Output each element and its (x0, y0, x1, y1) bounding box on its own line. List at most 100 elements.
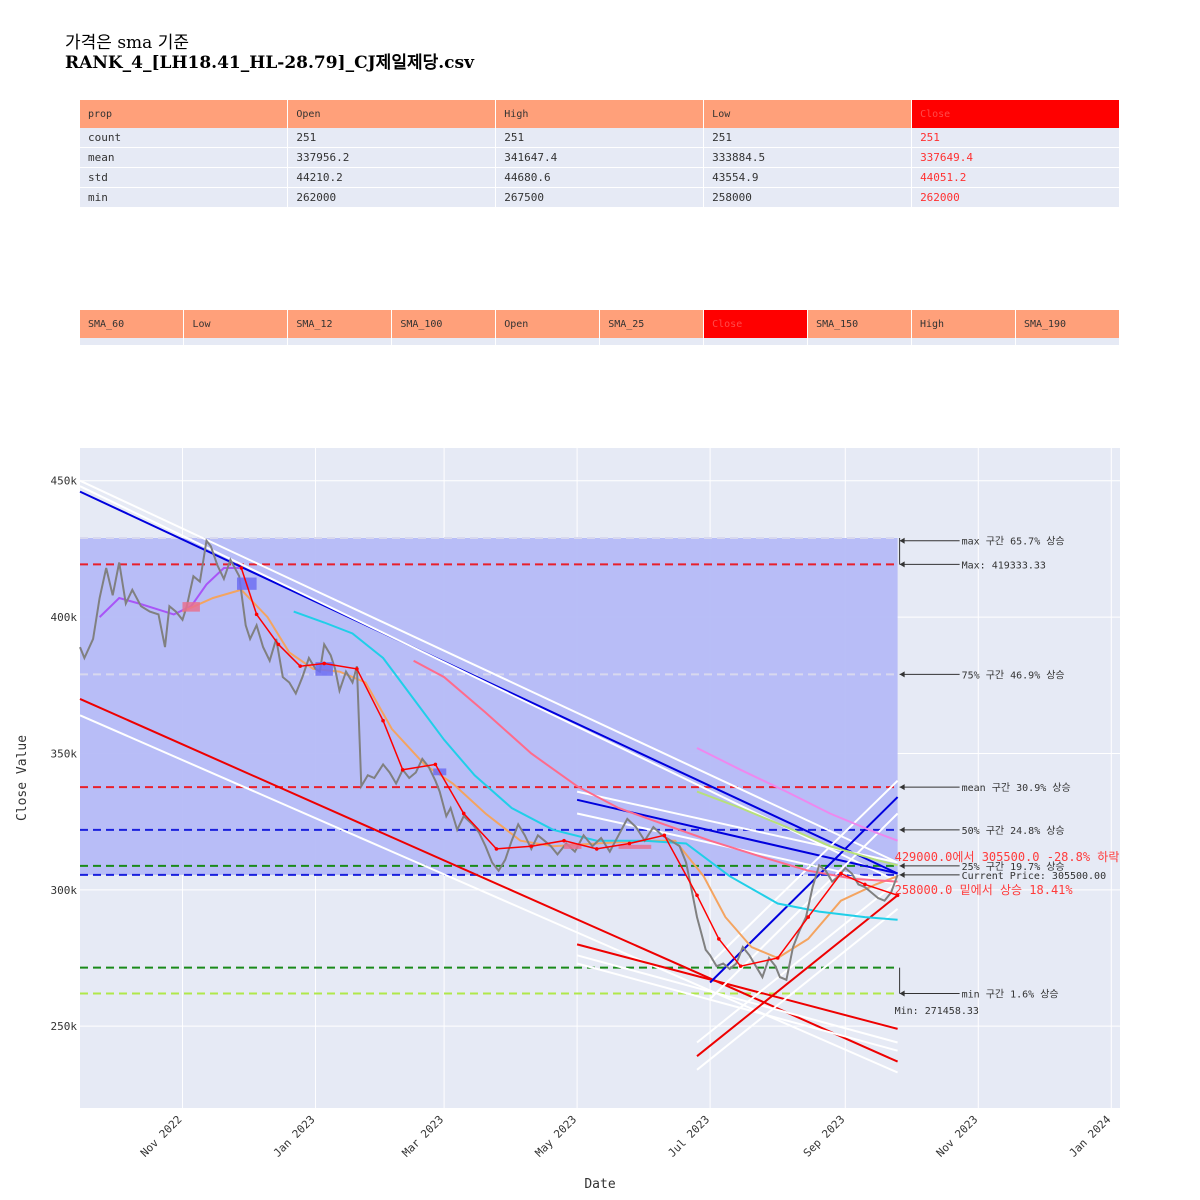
sma-table: SMA_60 Low SMA_12 SMA_100 Open SMA_25 Close SMA… (80, 310, 1121, 346)
annotation-text: mean 구간 30.9% 상승 (962, 782, 1071, 794)
red-dot (775, 956, 780, 960)
stats-cell: 251 (911, 128, 1120, 148)
sma-line (413, 659, 898, 883)
red-dot (494, 847, 499, 851)
y-tick-label: 350k (51, 747, 78, 760)
red-dot (239, 566, 244, 570)
annotation-text: 25% 구간 19.7% 상승 (962, 861, 1065, 873)
y-tick-label: 400k (51, 611, 78, 624)
annotation-arrowhead (899, 826, 905, 833)
red-dot (806, 915, 811, 919)
stats-cell: 337956.2 (287, 147, 497, 168)
sma-empty-cell (183, 338, 289, 346)
annotation-text: min 구간 1.6% 상승 (962, 988, 1059, 1000)
x-axis-label: Date (584, 1177, 615, 1192)
annotation-arrowhead (899, 537, 905, 544)
x-tick-label: Jan 2024 (1067, 1113, 1114, 1160)
trend-line (576, 943, 898, 1030)
stats-cell: 44680.6 (495, 167, 705, 188)
red-dotted-line (240, 567, 898, 968)
shaded-band (80, 538, 898, 875)
red-dot (717, 937, 721, 941)
sma-line (293, 610, 898, 921)
annotation-text: 75% 구간 46.9% 상승 (962, 669, 1065, 681)
sma-empty-cell (599, 338, 705, 346)
stats-row: count 251 251 251 251 (80, 128, 1120, 148)
sma-empty-cell (495, 338, 601, 346)
red-dot (594, 847, 599, 851)
sma-line (696, 747, 898, 842)
red-dot (662, 833, 667, 838)
red-dot (738, 964, 743, 968)
trend-line (79, 490, 899, 875)
trend-line (696, 894, 899, 1057)
sma-header-row: SMA_60 Low SMA_12 SMA_100 Open SMA_25 Close SMA… (80, 310, 1121, 338)
red-dot (254, 612, 259, 617)
trend-line (696, 908, 899, 1071)
zone-box (618, 844, 652, 849)
y-tick-label: 450k (51, 475, 78, 488)
stats-table: prop Open High Low Close count 251 251 251 251 me… (80, 100, 1120, 208)
sma-empty-cell (807, 338, 912, 346)
stats-cell: 262000 (287, 187, 497, 208)
annotation-arrowhead (899, 862, 905, 869)
red-dot (529, 844, 534, 848)
sma-header-cell: Close (703, 310, 809, 338)
sma-line (696, 790, 898, 867)
annotation-arrowhead (899, 784, 905, 791)
stats-cell: 337649.4 (911, 147, 1120, 168)
sma-header-cell: SMA_12 (287, 310, 393, 338)
red-dot (863, 882, 867, 887)
sma-header-cell: Open (495, 310, 601, 338)
annotation-arrowhead (899, 561, 905, 568)
sma-empty-cell (80, 338, 185, 346)
stats-cell: 251 (495, 128, 705, 148)
sma-empty-cell (391, 338, 497, 346)
red-dot (839, 871, 843, 876)
stats-cell: std (80, 167, 289, 188)
trend-line (709, 812, 899, 1000)
horizontal-lines-layer (80, 537, 898, 995)
close-line (79, 538, 899, 982)
zone-box (315, 662, 333, 676)
x-tick-label: Nov 2022 (138, 1113, 185, 1160)
red-dotted-layer (239, 566, 900, 968)
stats-header-cell: Open (287, 100, 497, 128)
stats-cell: 251 (703, 128, 913, 148)
trend-line (696, 880, 899, 1044)
trend-line (79, 479, 899, 864)
sma-header-cell: High (911, 310, 1016, 338)
annotation-text: Min: 271458.33 (895, 1006, 979, 1017)
red-dot (433, 762, 438, 767)
x-tick-label: Sep 2023 (801, 1113, 848, 1160)
chart-title: 가격은 sma 기준 RANK_4_[LH18.41_HL-28.79]_CJ제… (65, 33, 474, 73)
stats-row: std 44210.2 44680.6 43554.9 44051.2 (80, 167, 1120, 188)
trend-line (576, 954, 898, 1044)
red-dot (322, 661, 326, 666)
red-dot (627, 841, 632, 846)
stats-cell: 267500 (495, 187, 705, 208)
red-dot (355, 667, 359, 671)
trend-line (79, 697, 899, 1063)
close-line-layer (79, 538, 899, 982)
stats-cell: 258000 (703, 187, 913, 208)
sma-header-cell: SMA_150 (807, 310, 912, 338)
annotation-arrowhead (899, 990, 905, 997)
zone-box (564, 843, 582, 849)
stats-cell: count (80, 128, 289, 148)
sma-header-cell: SMA_60 (80, 310, 185, 338)
annotation-text: 50% 구간 24.8% 상승 (962, 825, 1065, 837)
y-tick-label: 250k (51, 1020, 78, 1033)
sma-header-cell: Low (183, 310, 289, 338)
annotation-text: 258000.0 밑에서 상승 18.41% (895, 883, 1074, 897)
stats-row: mean 337956.2 341647.4 333884.5 337649.4 (80, 147, 1120, 168)
shaded-band-layer (80, 538, 898, 875)
x-tick-label: Mar 2023 (400, 1113, 447, 1160)
annotation-arrowhead (899, 871, 905, 878)
stats-cell: 333884.5 (703, 147, 913, 168)
stats-cell: 262000 (911, 187, 1120, 208)
trend-line (709, 779, 899, 965)
annotation-arrowhead (899, 671, 905, 678)
stats-cell: min (80, 187, 289, 208)
